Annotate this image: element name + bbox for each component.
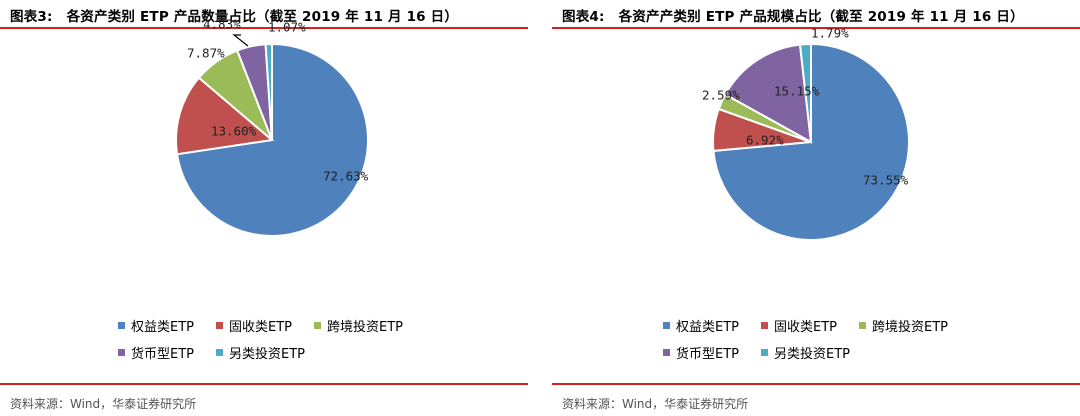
legend-label: 货币型ETP (676, 347, 739, 362)
chart-title-text: 各资产类别 ETP 产品数量占比（截至 2019 年 11 月 16 日） (66, 9, 459, 25)
pie-slice (174, 76, 275, 156)
source-note: 资料来源：Wind，华泰证券研究所 (562, 397, 749, 411)
data-label: 2.59% (702, 88, 740, 103)
legend-swatch (859, 322, 866, 329)
legend-row: 货币型ETP 另类投资ETP (663, 339, 970, 366)
pie-chart: 72.63% 13.60% 7.87% 4.83% 1.07% (174, 17, 369, 237)
legend-label: 跨境投资ETP (327, 320, 403, 335)
chart-legend: 权益类ETP 固收类ETP 跨境投资ETP 货币型ETP 另类投资ETP (663, 312, 970, 366)
title-rule (552, 27, 1080, 29)
legend-row: 货币型ETP 另类投资ETP (118, 339, 425, 366)
data-label: 13.60% (211, 124, 257, 139)
legend-swatch (216, 349, 223, 356)
legend-row: 权益类ETP 固收类ETP 跨境投资ETP (663, 312, 970, 339)
legend-item: 另类投资ETP (761, 343, 850, 362)
legend-label: 固收类ETP (229, 320, 292, 335)
pie-slice (264, 42, 273, 141)
data-label: 6.92% (746, 133, 784, 148)
data-label: 15.15% (774, 84, 820, 99)
chart-title-text: 各资产产类别 ETP 产品规模占比（截至 2019 年 11 月 16 日） (618, 9, 1024, 25)
data-label: 73.55% (863, 173, 909, 188)
chart-title: 图表4: 各资产产类别 ETP 产品规模占比（截至 2019 年 11 月 16 … (562, 5, 1024, 25)
legend-swatch (118, 349, 125, 356)
figure-number: 图表4: (562, 9, 605, 25)
legend-swatch (663, 349, 670, 356)
legend-swatch (761, 349, 768, 356)
legend-item: 另类投资ETP (216, 343, 305, 362)
data-label: 4.83% (203, 17, 241, 32)
legend-label: 跨境投资ETP (872, 320, 948, 335)
chart-title: 图表3: 各资产类别 ETP 产品数量占比（截至 2019 年 11 月 16 日… (10, 5, 458, 25)
source-note: 资料来源：Wind，华泰证券研究所 (10, 397, 197, 411)
data-label: 72.63% (323, 169, 369, 184)
footer-rule (0, 383, 528, 385)
legend-item: 跨境投资ETP (314, 316, 403, 335)
pie-slice (723, 43, 813, 144)
legend-item: 权益类ETP (118, 316, 194, 335)
legend-item: 货币型ETP (118, 343, 194, 362)
title-rule (0, 27, 528, 29)
data-label: 1.79% (811, 26, 849, 41)
legend-item: 货币型ETP (663, 343, 739, 362)
legend-item: 固收类ETP (216, 316, 292, 335)
pie-chart: 73.55% 6.92% 2.59% 15.15% 1.79% (702, 26, 910, 241)
legend-label: 另类投资ETP (229, 347, 305, 362)
legend-swatch (216, 322, 223, 329)
footer-rule (552, 383, 1080, 385)
legend-item: 固收类ETP (761, 316, 837, 335)
chart-panel-left: 图表3: 各资产类别 ETP 产品数量占比（截至 2019 年 11 月 16 日… (0, 0, 528, 416)
chart-panel-right: 图表4: 各资产产类别 ETP 产品规模占比（截至 2019 年 11 月 16 … (552, 0, 1080, 416)
data-label: 1.07% (268, 20, 306, 35)
figure-number: 图表3: (10, 9, 53, 25)
legend-swatch (761, 322, 768, 329)
legend-swatch (314, 322, 321, 329)
legend-label: 固收类ETP (774, 320, 837, 335)
legend-label: 货币型ETP (131, 347, 194, 362)
legend-row: 权益类ETP 固收类ETP 跨境投资ETP (118, 312, 425, 339)
legend-swatch (663, 322, 670, 329)
pie-slice (798, 42, 812, 143)
data-label: 7.87% (187, 46, 225, 61)
legend-item: 跨境投资ETP (859, 316, 948, 335)
chart-legend: 权益类ETP 固收类ETP 跨境投资ETP 货币型ETP 另类投资ETP (118, 312, 425, 366)
legend-item: 权益类ETP (663, 316, 739, 335)
legend-swatch (118, 322, 125, 329)
legend-label: 另类投资ETP (774, 347, 850, 362)
legend-label: 权益类ETP (676, 320, 739, 335)
leader-line (232, 34, 249, 47)
legend-label: 权益类ETP (131, 320, 194, 335)
